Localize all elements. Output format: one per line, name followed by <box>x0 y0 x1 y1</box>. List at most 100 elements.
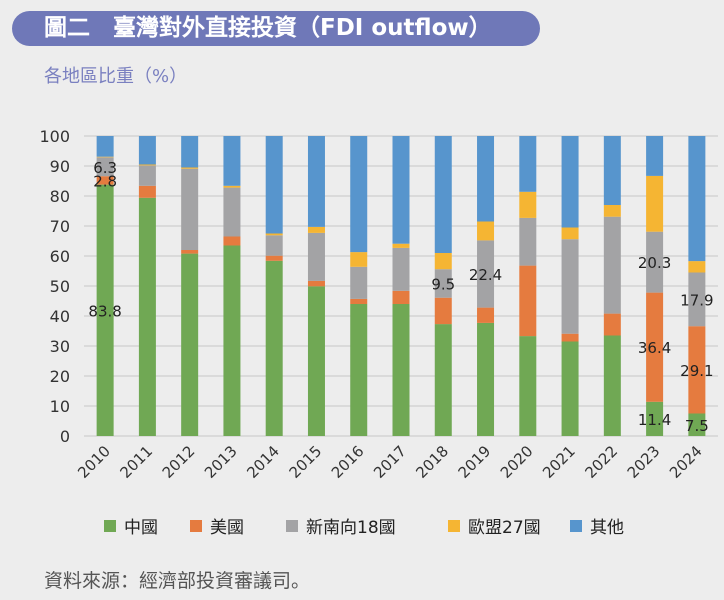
bar-segment-2023-4 <box>646 136 664 176</box>
bar-segment-2012-3 <box>181 167 199 169</box>
x-tick-label: 2010 <box>74 442 114 482</box>
legend-label: 其他 <box>590 518 624 538</box>
bar-segment-2011-2 <box>138 165 156 186</box>
y-tick-label: 70 <box>50 217 70 236</box>
bar-segment-2021-0 <box>561 341 579 436</box>
legend-label: 新南向18國 <box>306 518 396 538</box>
x-tick-label: 2018 <box>412 442 452 482</box>
bar-segment-2023-2 <box>646 231 664 293</box>
y-tick-label: 30 <box>50 337 70 356</box>
chart-title: 圖二 臺灣對外直接投資（FDI outflow） <box>12 11 540 46</box>
y-tick-label: 50 <box>50 277 70 296</box>
legend-swatch-0 <box>104 520 116 532</box>
x-tick-label: 2015 <box>286 442 326 482</box>
data-label: 9.5 <box>431 275 455 293</box>
bar-segment-2015-2 <box>307 232 325 281</box>
bar-segment-2013-3 <box>223 185 241 188</box>
bar-segment-2010-1 <box>96 176 114 185</box>
bar-segment-2024-4 <box>688 136 706 262</box>
bar-segment-2022-0 <box>603 335 621 436</box>
x-tick-label: 2019 <box>455 442 495 482</box>
data-label: 11.4 <box>638 411 671 429</box>
y-tick-label: 10 <box>50 397 70 416</box>
bar-segment-2024-1 <box>688 326 706 414</box>
bar-segment-2014-4 <box>265 136 283 234</box>
bar-segment-2016-2 <box>350 266 368 299</box>
bar-segment-2021-2 <box>561 239 579 334</box>
y-tick-label: 40 <box>50 307 70 326</box>
x-tick-label: 2022 <box>581 442 621 482</box>
legend-swatch-1 <box>190 520 202 532</box>
data-label: 7.5 <box>685 417 709 435</box>
x-tick-label: 2014 <box>243 442 283 482</box>
bar-segment-2011-1 <box>138 185 156 198</box>
data-label: 6.3 <box>93 159 117 177</box>
legend-swatch-3 <box>448 520 460 532</box>
bar-segment-2019-2 <box>477 240 495 308</box>
bar-segment-2012-4 <box>181 136 199 168</box>
bar-segment-2016-1 <box>350 298 368 304</box>
bar-segment-2013-4 <box>223 136 241 186</box>
bar-segment-2023-1 <box>646 292 664 402</box>
y-tick-label: 0 <box>60 427 70 446</box>
bar-segment-2021-4 <box>561 136 579 228</box>
bar-segment-2020-0 <box>519 336 537 436</box>
data-label: 22.4 <box>469 266 502 284</box>
bar-segment-2022-3 <box>603 205 621 217</box>
bar-segment-2024-0 <box>688 413 706 436</box>
y-tick-label: 80 <box>50 187 70 206</box>
x-tick-label: 2017 <box>370 442 410 482</box>
legend-label: 中國 <box>124 518 158 538</box>
data-label: 83.8 <box>88 302 121 320</box>
bar-segment-2021-3 <box>561 227 579 240</box>
bar-segment-2024-2 <box>688 272 706 327</box>
bar-segment-2020-3 <box>519 191 537 218</box>
y-tick-label: 100 <box>39 127 70 146</box>
source-note: 資料來源：經濟部投資審議司。 <box>44 570 311 592</box>
legend-label: 歐盟27國 <box>468 518 541 538</box>
bar-segment-2018-3 <box>434 253 452 270</box>
chart-subtitle: 各地區比重（%） <box>44 66 188 87</box>
bar-segment-2015-1 <box>307 280 325 287</box>
x-tick-label: 2021 <box>539 442 579 482</box>
legend-swatch-4 <box>570 520 582 532</box>
bar-segment-2022-1 <box>603 313 621 336</box>
bar-segment-2016-3 <box>350 252 368 267</box>
bar-segment-2014-2 <box>265 235 283 256</box>
bar-segment-2011-0 <box>138 197 156 436</box>
bar-segment-2019-1 <box>477 307 495 323</box>
x-tick-label: 2024 <box>666 442 706 482</box>
bar-segment-2012-2 <box>181 168 199 250</box>
legend-swatch-2 <box>286 520 298 532</box>
y-tick-label: 60 <box>50 247 70 266</box>
bar-segment-2017-4 <box>392 136 410 244</box>
bar-segment-2018-0 <box>434 324 452 436</box>
bar-segment-2022-4 <box>603 136 621 205</box>
data-label: 17.9 <box>680 291 713 309</box>
bar-segment-2018-1 <box>434 297 452 325</box>
bar-segment-2022-2 <box>603 216 621 314</box>
bar-segment-2021-1 <box>561 333 579 342</box>
x-tick-label: 2016 <box>328 442 368 482</box>
bar-segment-2011-3 <box>138 164 156 166</box>
bar-segment-2017-2 <box>392 247 410 291</box>
bar-segment-2017-1 <box>392 290 410 304</box>
bar-segment-2010-3 <box>96 156 114 158</box>
bar-segment-2010-0 <box>96 184 114 436</box>
bar-segment-2012-0 <box>181 253 199 436</box>
bar-segment-2014-3 <box>265 233 283 236</box>
bar-segment-2013-2 <box>223 187 241 237</box>
bar-segment-2013-0 <box>223 245 241 436</box>
bar-segment-2015-3 <box>307 226 325 233</box>
x-tick-label: 2012 <box>159 442 199 482</box>
bar-segment-2013-1 <box>223 236 241 246</box>
bar-segment-2015-4 <box>307 136 325 227</box>
legend-label: 美國 <box>210 518 244 538</box>
bar-segment-2016-4 <box>350 136 368 253</box>
y-tick-label: 90 <box>50 157 70 176</box>
x-tick-label: 2013 <box>201 442 241 482</box>
data-label: 20.3 <box>638 254 671 272</box>
bar-segment-2023-0 <box>646 401 664 436</box>
